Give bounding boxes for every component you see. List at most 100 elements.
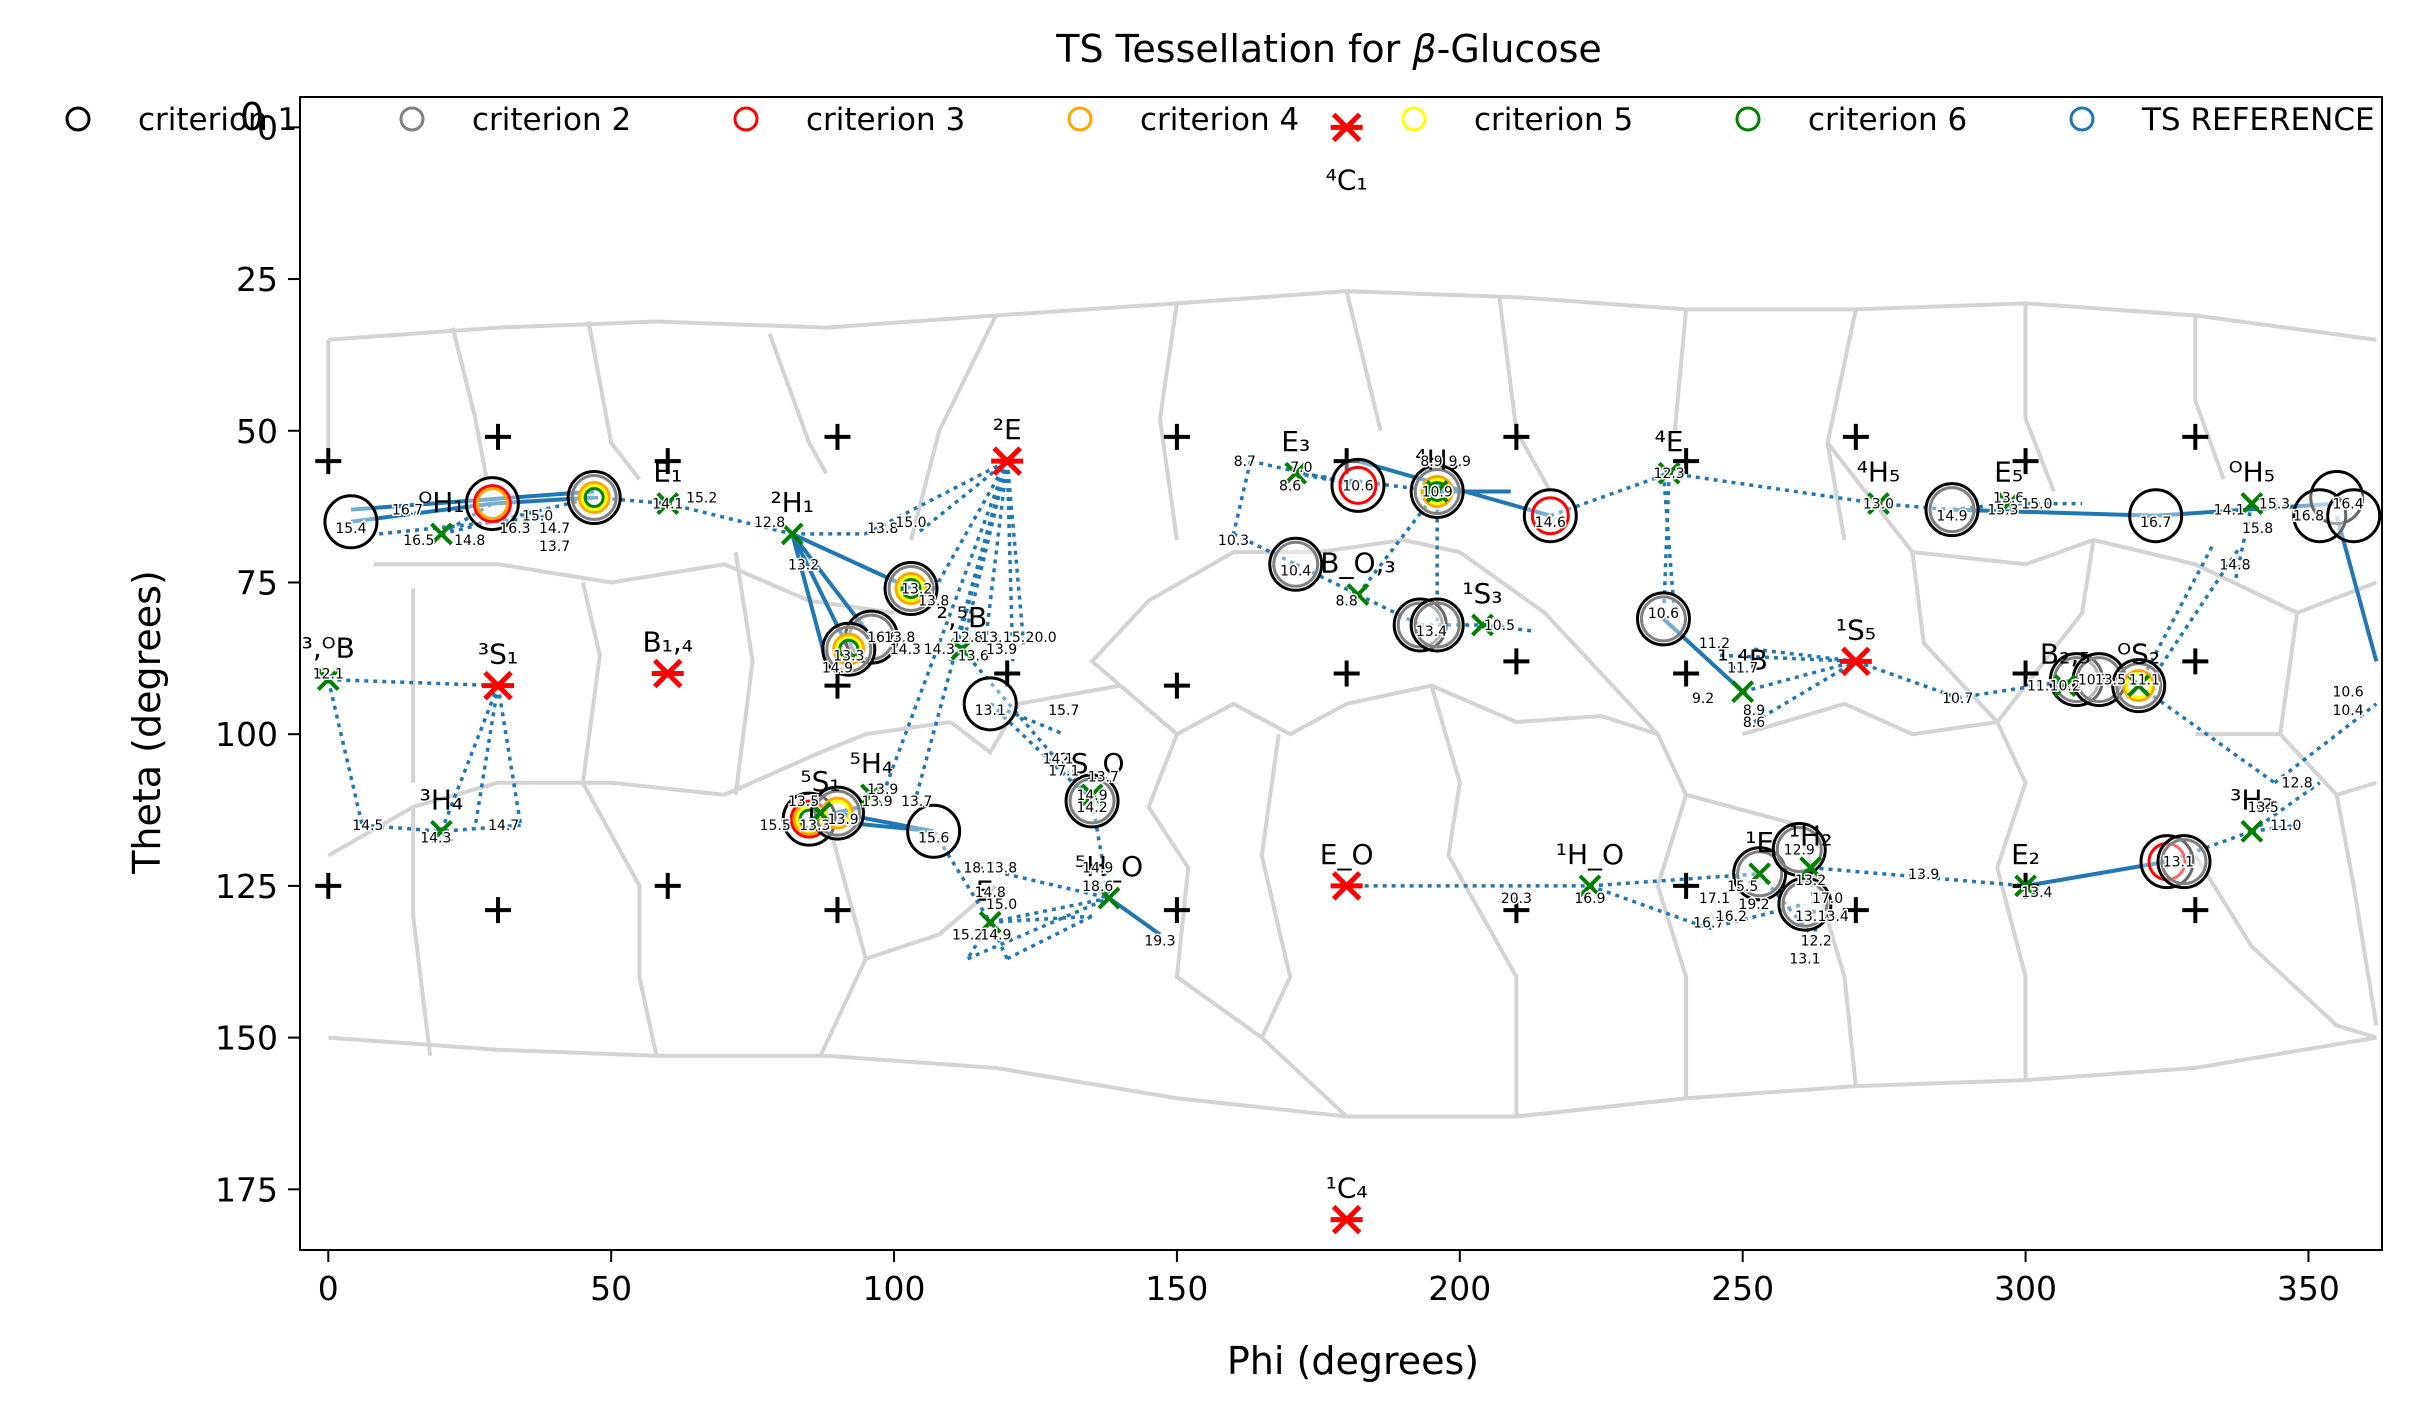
center-plus-marker <box>2012 448 2039 475</box>
transition-state-label: ¹H₂ <box>1789 820 1833 853</box>
canonical-label: ¹S₅ <box>1836 613 1876 646</box>
canonical-marker <box>991 446 1024 476</box>
energy-value-label: 14.1 <box>2214 503 2245 519</box>
pathway-dotted <box>1295 471 1438 494</box>
candidate-ring-criterion-2 <box>1413 467 1461 515</box>
canonical-label: E_O <box>1320 838 1374 871</box>
pathway-dotted <box>1957 677 2077 700</box>
center-plus-marker <box>1842 897 1869 924</box>
center-plus-marker <box>1503 648 1530 675</box>
y-tick-label: 50 <box>236 412 278 451</box>
energy-value-label: 12.3 <box>1654 466 1685 482</box>
energy-value-label: 16.7 <box>1693 915 1724 931</box>
chart-title-symbol: β <box>1411 27 1436 71</box>
pathway-solid <box>350 501 493 524</box>
center-plus-marker <box>2012 660 2039 687</box>
transition-state-label: ²H₁ <box>770 486 814 519</box>
tessellation-edge <box>2193 854 2377 1040</box>
tessellation-edge <box>581 781 659 1057</box>
transition-state-label: E₅ <box>1994 456 2023 489</box>
candidate-ring-criterion-3 <box>472 484 512 524</box>
candidate-backdrop <box>567 470 622 525</box>
transition-state-label: ᴼS₂ <box>2117 638 2160 671</box>
energy-value-label: 15.5 <box>1727 879 1758 895</box>
energy-value-label: 19.2 <box>1738 897 1769 913</box>
tessellation-edge <box>2023 303 2056 493</box>
energy-value-label: 8.6 <box>1743 715 1765 731</box>
center-plus-marker <box>994 660 1021 687</box>
tessellation-edge <box>1685 792 1858 1087</box>
candidate-ring-criterion-1 <box>2156 834 2212 890</box>
pathway-dotted <box>1878 501 1953 512</box>
energy-value-label: 10.4 <box>2332 703 2363 719</box>
tessellation-edge <box>949 683 1121 756</box>
transition-state-marker <box>1080 783 1104 807</box>
energy-value-label: 12.2 <box>1801 934 1832 950</box>
transition-state-label: ⁴H₃ <box>1415 443 1459 476</box>
energy-value-label: 16.4 <box>2332 497 2363 513</box>
energy-value-label: 13.9 <box>867 782 898 798</box>
candidate-ring-criterion-4 <box>2122 669 2156 703</box>
center-plus-marker <box>2182 423 2209 450</box>
candidate-backdrop <box>2128 488 2183 543</box>
transition-state-marker <box>1097 886 1121 910</box>
transition-state-marker <box>860 783 883 807</box>
candidate-ring-criterion-1 <box>2139 834 2195 890</box>
x-tick-label: 250 <box>1711 1269 1774 1308</box>
energy-value-label: 16.6 <box>867 630 898 646</box>
energy-value-label: 13.8 <box>884 630 915 646</box>
energy-value-label: 9.2 <box>1692 691 1714 707</box>
candidate-ring-criterion-1 <box>464 476 520 532</box>
tessellation-edge <box>1259 733 1293 1039</box>
energy-value-label: 17.1 <box>1699 891 1730 907</box>
transition-state-label: ¹H_O <box>1556 838 1624 871</box>
candidate-backdrop <box>1268 537 1323 592</box>
candidate-ring-criterion-2 <box>2075 656 2123 704</box>
energy-value-label: 15.6 <box>918 830 949 846</box>
transition-state-marker <box>1997 492 2021 515</box>
energy-value-label: 13.3 <box>799 818 830 834</box>
legend-label: criterion 5 <box>1474 102 1633 138</box>
energy-value-label: 13.6 <box>958 648 989 664</box>
energy-value-label: 13.0 <box>1863 497 1894 513</box>
tessellation-edge <box>1742 701 1998 737</box>
energy-value-label: 11.1 <box>2027 679 2058 695</box>
x-tick-label: 50 <box>590 1269 632 1308</box>
candidate-ring-criterion-5 <box>897 575 925 603</box>
energy-value-label: 10.6 <box>1648 606 1679 622</box>
energy-value-label: 15.2 <box>952 927 983 943</box>
pathway-dotted <box>966 896 1110 961</box>
energy-label-layer: 15.416.5 14.816.3 14.713.716.7 15.014.1 15.2… <box>311 453 2365 970</box>
center-plus-marker <box>824 897 851 924</box>
candidate-ring-criterion-4 <box>577 481 611 515</box>
chart-title: TS Tessellation for β-Glucose <box>1055 27 1602 71</box>
tessellation-edge <box>1825 441 2298 615</box>
canonical-label: ¹C₄ <box>1326 1172 1368 1205</box>
candidate-ring-criterion-2 <box>825 625 873 673</box>
tessellation-edge <box>2193 315 2226 480</box>
energy-value-label: 14.8 <box>454 533 485 549</box>
pathway-dotted <box>1753 659 1857 724</box>
canonical-label: B₁,₄ <box>642 626 693 659</box>
center-plus-marker <box>1333 660 1360 687</box>
candidate-ring-criterion-6 <box>798 808 820 830</box>
energy-value-label: 8.9 <box>1743 703 1765 719</box>
transition-state-marker <box>1471 613 1494 637</box>
transition-state-marker <box>809 801 832 825</box>
candidate-ring-criterion-1 <box>1924 482 1980 538</box>
energy-value-label: 14.7 <box>539 521 570 537</box>
energy-value-label: 13.1 <box>2163 855 2194 871</box>
tessellation-edge <box>1146 733 1349 1118</box>
canonical-label: ⁴C₁ <box>1326 163 1368 196</box>
tessellation-edge <box>1910 551 1999 724</box>
pathway-dotted <box>440 502 494 536</box>
candidate-ring-criterion-1 <box>2326 488 2382 544</box>
energy-value-label: 15.5 <box>760 818 791 834</box>
energy-value-label: 15.3 <box>1987 503 2018 519</box>
legend-label: TS REFERENCE <box>2141 102 2375 138</box>
transition-state-marker <box>1425 480 1449 503</box>
candidate-ring-criterion-1 <box>1268 536 1324 592</box>
candidate-ring-criterion-1 <box>809 785 865 841</box>
